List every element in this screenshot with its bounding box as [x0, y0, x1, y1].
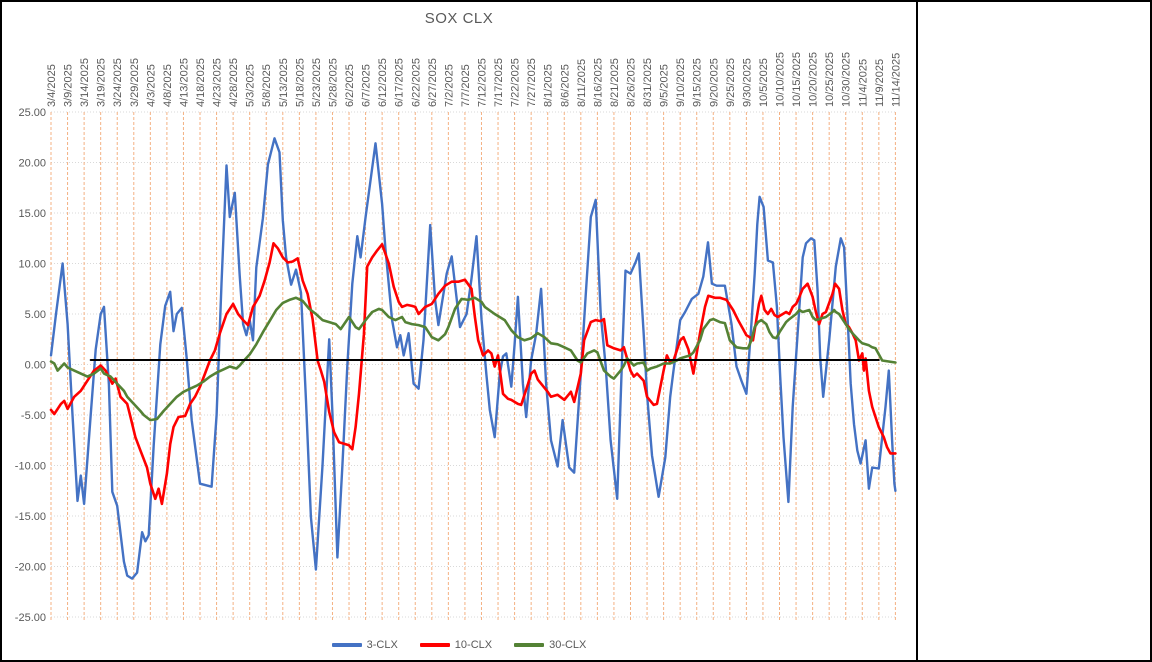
x-axis-tick-label: 11/14/2025: [890, 53, 902, 107]
x-axis-tick-label: 9/20/2025: [708, 58, 720, 107]
x-axis-tick-label: 7/12/2025: [476, 58, 488, 107]
x-axis-tick-label: 4/18/2025: [195, 58, 207, 107]
x-axis-tick-label: 10/10/2025: [775, 52, 787, 107]
x-axis-tick-label: 8/31/2025: [642, 58, 654, 107]
y-axis-tick-label: -20.00: [15, 562, 46, 574]
y-axis-tick-label: 0.00: [25, 360, 46, 372]
y-axis-tick-label: 10.00: [18, 259, 46, 271]
x-axis-tick-label: 8/16/2025: [592, 58, 604, 107]
chart-title: SOX CLX: [424, 10, 494, 27]
x-axis-tick-label: 6/12/2025: [377, 58, 389, 107]
x-axis-tick-label: 7/7/2025: [460, 64, 472, 107]
x-axis-tick-label: 10/30/2025: [841, 52, 853, 107]
x-axis-tick-label: 6/22/2025: [410, 58, 422, 107]
x-axis-tick-label: 8/26/2025: [625, 58, 637, 107]
chart-object[interactable]: SOX CLX 25.00 20.00 15.00 10.00 5.00 0.00 -5.0…: [2, 2, 918, 660]
x-axis-tick-label: 6/2/2025: [344, 64, 356, 107]
y-axis-tick-label: 5.00: [25, 309, 46, 321]
x-axis-tick-label: 3/9/2025: [63, 64, 75, 107]
x-axis-tick-label: 5/28/2025: [327, 58, 339, 107]
y-axis-tick-label: -10.00: [15, 461, 46, 473]
x-axis-tick-label: 3/29/2025: [129, 58, 141, 107]
x-axis-tick-label: 3/24/2025: [112, 58, 124, 107]
legend-item-3-clx[interactable]: 3-CLX: [331, 639, 398, 651]
x-axis-tick-label: 7/22/2025: [510, 58, 522, 107]
y-axis-tick-label: -15.00: [15, 511, 46, 523]
x-axis-tick-label: 5/8/2025: [261, 64, 273, 107]
x-axis-tick-label: 3/19/2025: [96, 58, 108, 107]
x-axis-tick-label: 5/13/2025: [278, 58, 290, 107]
x-axis-tick-label: 8/6/2025: [559, 64, 571, 107]
x-axis-tick-label: 5/18/2025: [294, 58, 306, 107]
series-line-3-CLX: [49, 137, 897, 580]
y-axis-tick-label: -5.00: [21, 410, 46, 422]
x-axis-tick-label: 6/7/2025: [361, 64, 373, 107]
x-axis-tick-label: 6/27/2025: [427, 58, 439, 107]
x-axis-tick-label: 4/3/2025: [145, 64, 157, 107]
legend-swatch-30-clx: [514, 643, 545, 647]
legend-label-10-clx: 10-CLX: [454, 639, 493, 651]
legend-swatch-10-clx: [419, 643, 450, 647]
x-axis-tick-label: 10/5/2025: [758, 58, 770, 107]
x-axis-tick-label: 4/23/2025: [212, 58, 224, 107]
x-axis-tick-label: 8/11/2025: [576, 59, 588, 107]
y-axis-tick-label: -25.00: [15, 612, 46, 624]
x-axis-tick-label: 10/20/2025: [808, 52, 820, 107]
x-axis-tick-label: 7/27/2025: [526, 58, 538, 107]
x-axis-tick-label: 4/8/2025: [162, 64, 174, 107]
y-axis-tick-label: 25.00: [18, 107, 46, 119]
x-axis-tick-label: 3/14/2025: [79, 58, 91, 107]
x-axis-tick-label: 11/4/2025: [857, 59, 869, 107]
x-axis-tick-label: 9/5/2025: [659, 64, 671, 107]
x-axis-tick-label: 9/15/2025: [692, 58, 704, 107]
series-line-30-CLX: [49, 296, 897, 422]
legend-label-3-clx: 3-CLX: [366, 639, 398, 651]
y-axis-tick-label: 20.00: [18, 158, 46, 170]
legend-item-30-clx[interactable]: 30-CLX: [514, 639, 586, 651]
x-axis-tick-label: 5/23/2025: [311, 58, 323, 107]
x-axis-tick-label: 6/17/2025: [394, 58, 406, 107]
x-axis-tick-label: 11/9/2025: [874, 59, 886, 107]
plot-area: 25.00 20.00 15.00 10.00 5.00 0.00 -5.00 -10.00 -…: [15, 52, 903, 624]
legend-label-30-clx: 30-CLX: [549, 639, 587, 651]
x-axis-tick-label: 9/10/2025: [675, 58, 687, 107]
chart-legend: 3-CLX 10-CLX 30-CLX: [2, 634, 916, 656]
x-axis-tick-label: 9/30/2025: [741, 58, 753, 107]
x-axis-tick-label: 7/2/2025: [443, 64, 455, 107]
x-axis-tick-label: 7/17/2025: [493, 58, 505, 107]
x-axis-tick-label: 4/28/2025: [228, 58, 240, 107]
x-axis-tick-label: 9/25/2025: [725, 58, 737, 107]
x-axis-tick-label: 10/15/2025: [791, 52, 803, 107]
legend-swatch-3-clx: [331, 643, 362, 647]
x-axis-tick-label: 10/25/2025: [824, 52, 836, 107]
y-axis-tick-label: 15.00: [18, 208, 46, 220]
series-line-10-CLX: [49, 242, 897, 506]
legend-item-10-clx[interactable]: 10-CLX: [419, 639, 493, 651]
x-axis-tick-label: 5/3/2025: [245, 64, 257, 107]
x-axis-tick-label: 8/1/2025: [543, 64, 555, 107]
x-axis-tick-label: 3/4/2025: [46, 64, 58, 107]
x-axis-tick-label: 4/13/2025: [178, 58, 190, 107]
x-axis-tick-label: 8/21/2025: [609, 58, 621, 107]
